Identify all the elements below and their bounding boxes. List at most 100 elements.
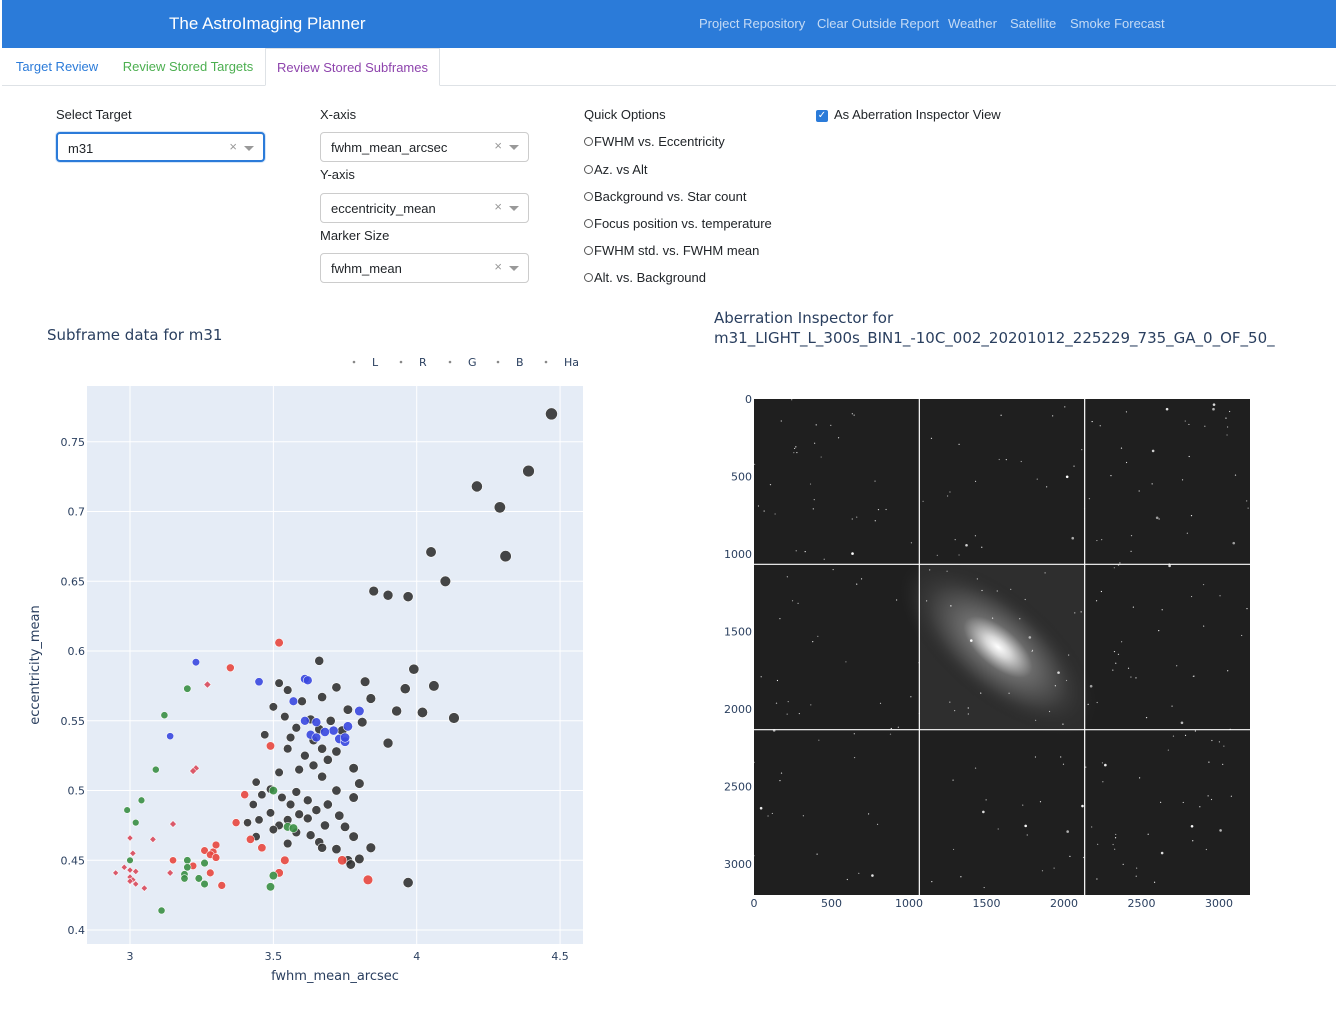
data-point[interactable] [368, 585, 379, 597]
radio-icon[interactable] [584, 219, 593, 228]
data-point[interactable] [320, 820, 330, 831]
data-point[interactable] [166, 868, 175, 877]
data-point[interactable] [120, 863, 128, 871]
data-point[interactable] [331, 746, 342, 757]
data-point[interactable] [132, 867, 140, 876]
data-point[interactable] [354, 705, 365, 717]
data-point[interactable] [354, 853, 365, 865]
data-point[interactable] [362, 874, 374, 886]
data-point[interactable] [157, 906, 166, 915]
data-point[interactable] [499, 550, 512, 563]
data-point[interactable] [331, 682, 342, 693]
data-point[interactable] [243, 818, 252, 828]
data-point[interactable] [123, 806, 131, 814]
data-point[interactable] [268, 825, 278, 835]
data-point[interactable] [194, 874, 203, 883]
data-point[interactable] [337, 855, 348, 866]
data-point[interactable] [348, 831, 359, 842]
data-point[interactable] [471, 480, 483, 493]
data-point[interactable] [448, 712, 460, 724]
data-point[interactable] [300, 750, 310, 761]
radio-icon[interactable] [584, 137, 593, 146]
data-point[interactable] [317, 771, 327, 782]
data-point[interactable] [354, 778, 365, 789]
data-point[interactable] [348, 763, 359, 774]
data-point[interactable] [248, 800, 258, 809]
tab-review-stored-targets[interactable]: Review Stored Targets [122, 59, 254, 74]
data-point[interactable] [274, 767, 284, 778]
data-point[interactable] [325, 715, 336, 726]
data-point[interactable] [416, 706, 428, 718]
data-point[interactable] [382, 589, 394, 601]
aberration-inspector-checkbox[interactable]: ✓ [816, 110, 828, 122]
data-point[interactable] [322, 754, 333, 765]
x-axis-select[interactable]: fwhm_mean_arcsec × [320, 132, 529, 162]
scatter-points[interactable] [112, 407, 558, 915]
data-point[interactable] [314, 655, 325, 666]
data-point[interactable] [126, 856, 134, 864]
data-point[interactable] [308, 760, 319, 771]
data-point[interactable] [408, 663, 420, 675]
data-point[interactable] [254, 815, 264, 825]
stacked-subframe-image[interactable] [753, 399, 1250, 895]
data-point[interactable] [311, 732, 322, 743]
data-point[interactable] [288, 823, 299, 833]
legend-label[interactable]: Ha [564, 356, 579, 369]
legend-label[interactable]: B [516, 356, 524, 369]
data-point[interactable] [294, 809, 304, 820]
data-point[interactable] [200, 846, 209, 855]
quick-option-fwhm-vs-eccentricity[interactable]: FWHM vs. Eccentricity [584, 134, 725, 149]
quick-option-focus-vs-temperature[interactable]: Focus position vs. temperature [584, 216, 772, 231]
quick-option-background-vs-star-count[interactable]: Background vs. Star count [584, 189, 746, 204]
chevron-down-icon[interactable] [509, 145, 519, 150]
data-point[interactable] [331, 785, 342, 796]
legend-label[interactable]: G [468, 356, 477, 369]
data-point[interactable] [297, 696, 307, 707]
data-point[interactable] [357, 717, 368, 728]
clear-icon[interactable]: × [494, 259, 502, 274]
data-point[interactable] [200, 858, 209, 868]
data-point[interactable] [257, 790, 267, 800]
data-point[interactable] [260, 730, 270, 740]
data-point[interactable] [331, 844, 342, 855]
app-brand[interactable]: The AstroImaging Planner [169, 14, 366, 33]
chevron-down-icon[interactable] [244, 146, 254, 151]
radio-icon[interactable] [584, 165, 593, 174]
data-point[interactable] [169, 856, 177, 865]
data-point[interactable] [283, 744, 293, 754]
data-point[interactable] [317, 743, 327, 754]
data-point[interactable] [283, 685, 293, 695]
radio-icon[interactable] [584, 273, 593, 282]
data-point[interactable] [226, 663, 235, 673]
data-point[interactable] [302, 795, 313, 806]
legend-marker[interactable] [448, 360, 452, 364]
data-point[interactable] [257, 843, 267, 853]
clear-icon[interactable]: × [229, 139, 237, 154]
data-point[interactable] [112, 869, 120, 877]
data-point[interactable] [268, 702, 278, 712]
data-point[interactable] [342, 704, 353, 715]
data-point[interactable] [348, 792, 359, 803]
legend-label[interactable]: L [372, 356, 379, 369]
data-point[interactable] [191, 658, 201, 667]
data-point[interactable] [402, 877, 414, 889]
scatter-legend[interactable]: L R G B Ha [352, 356, 579, 369]
data-point[interactable] [231, 818, 241, 827]
data-point[interactable] [317, 842, 327, 853]
data-point[interactable] [365, 693, 377, 704]
data-point[interactable] [300, 716, 310, 726]
clear-icon[interactable]: × [494, 138, 502, 153]
data-point[interactable] [254, 677, 264, 687]
data-point[interactable] [277, 792, 287, 803]
aberration-inspector-label[interactable]: As Aberration Inspector View [834, 107, 1001, 122]
legend-marker[interactable] [399, 360, 403, 364]
data-point[interactable] [280, 855, 290, 865]
data-point[interactable] [345, 859, 356, 870]
data-point[interactable] [132, 818, 140, 827]
chevron-down-icon[interactable] [509, 206, 519, 211]
data-point[interactable] [274, 638, 284, 648]
data-point[interactable] [169, 820, 177, 828]
data-point[interactable] [294, 764, 304, 775]
data-point[interactable] [302, 813, 313, 824]
data-point[interactable] [140, 884, 149, 892]
